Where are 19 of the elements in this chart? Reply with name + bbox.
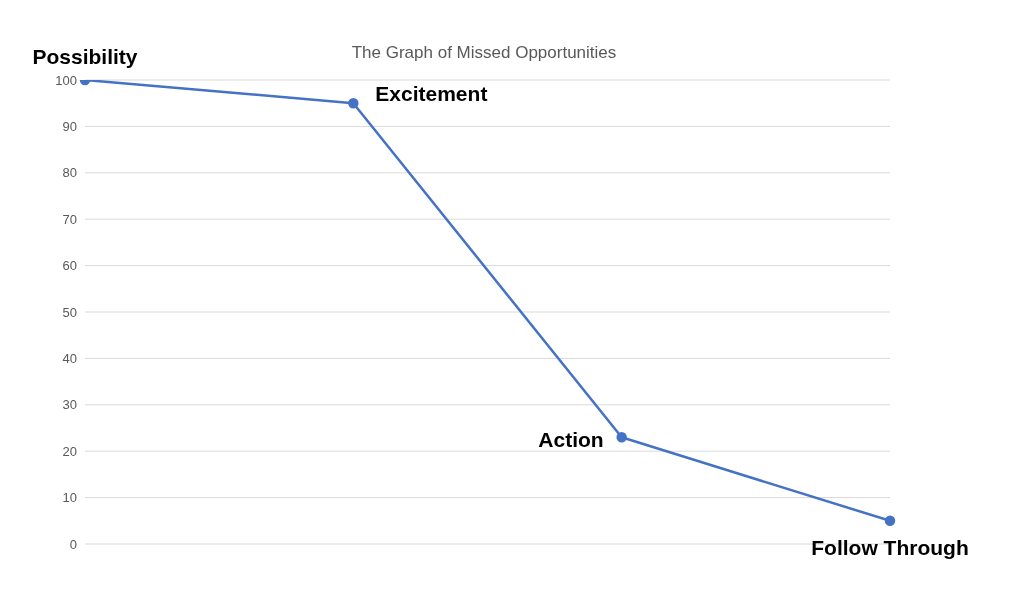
- y-tick-label: 50: [62, 304, 77, 320]
- y-tick-label: 10: [62, 490, 77, 506]
- point: [884, 515, 896, 527]
- annotation: Excitement: [375, 82, 488, 106]
- annotation: Follow Through: [811, 535, 969, 559]
- y-tick-label: 70: [62, 211, 77, 227]
- point: [616, 432, 627, 443]
- y-tick-label: 60: [62, 258, 77, 274]
- y-tick-label: 20: [62, 443, 77, 459]
- text: Possibility: [32, 45, 138, 68]
- annotation: Action: [538, 428, 604, 452]
- chart-title: The Graph of Missed Opportunities: [351, 43, 617, 62]
- y-tick-label: 80: [62, 165, 77, 181]
- y-tick-label: 0: [69, 536, 77, 552]
- y-tick-label: 40: [62, 351, 77, 367]
- point: [348, 97, 359, 109]
- y-tick-label: 90: [62, 119, 77, 135]
- y-tick-label: 30: [62, 397, 77, 413]
- y-tick-label: 100: [55, 72, 77, 88]
